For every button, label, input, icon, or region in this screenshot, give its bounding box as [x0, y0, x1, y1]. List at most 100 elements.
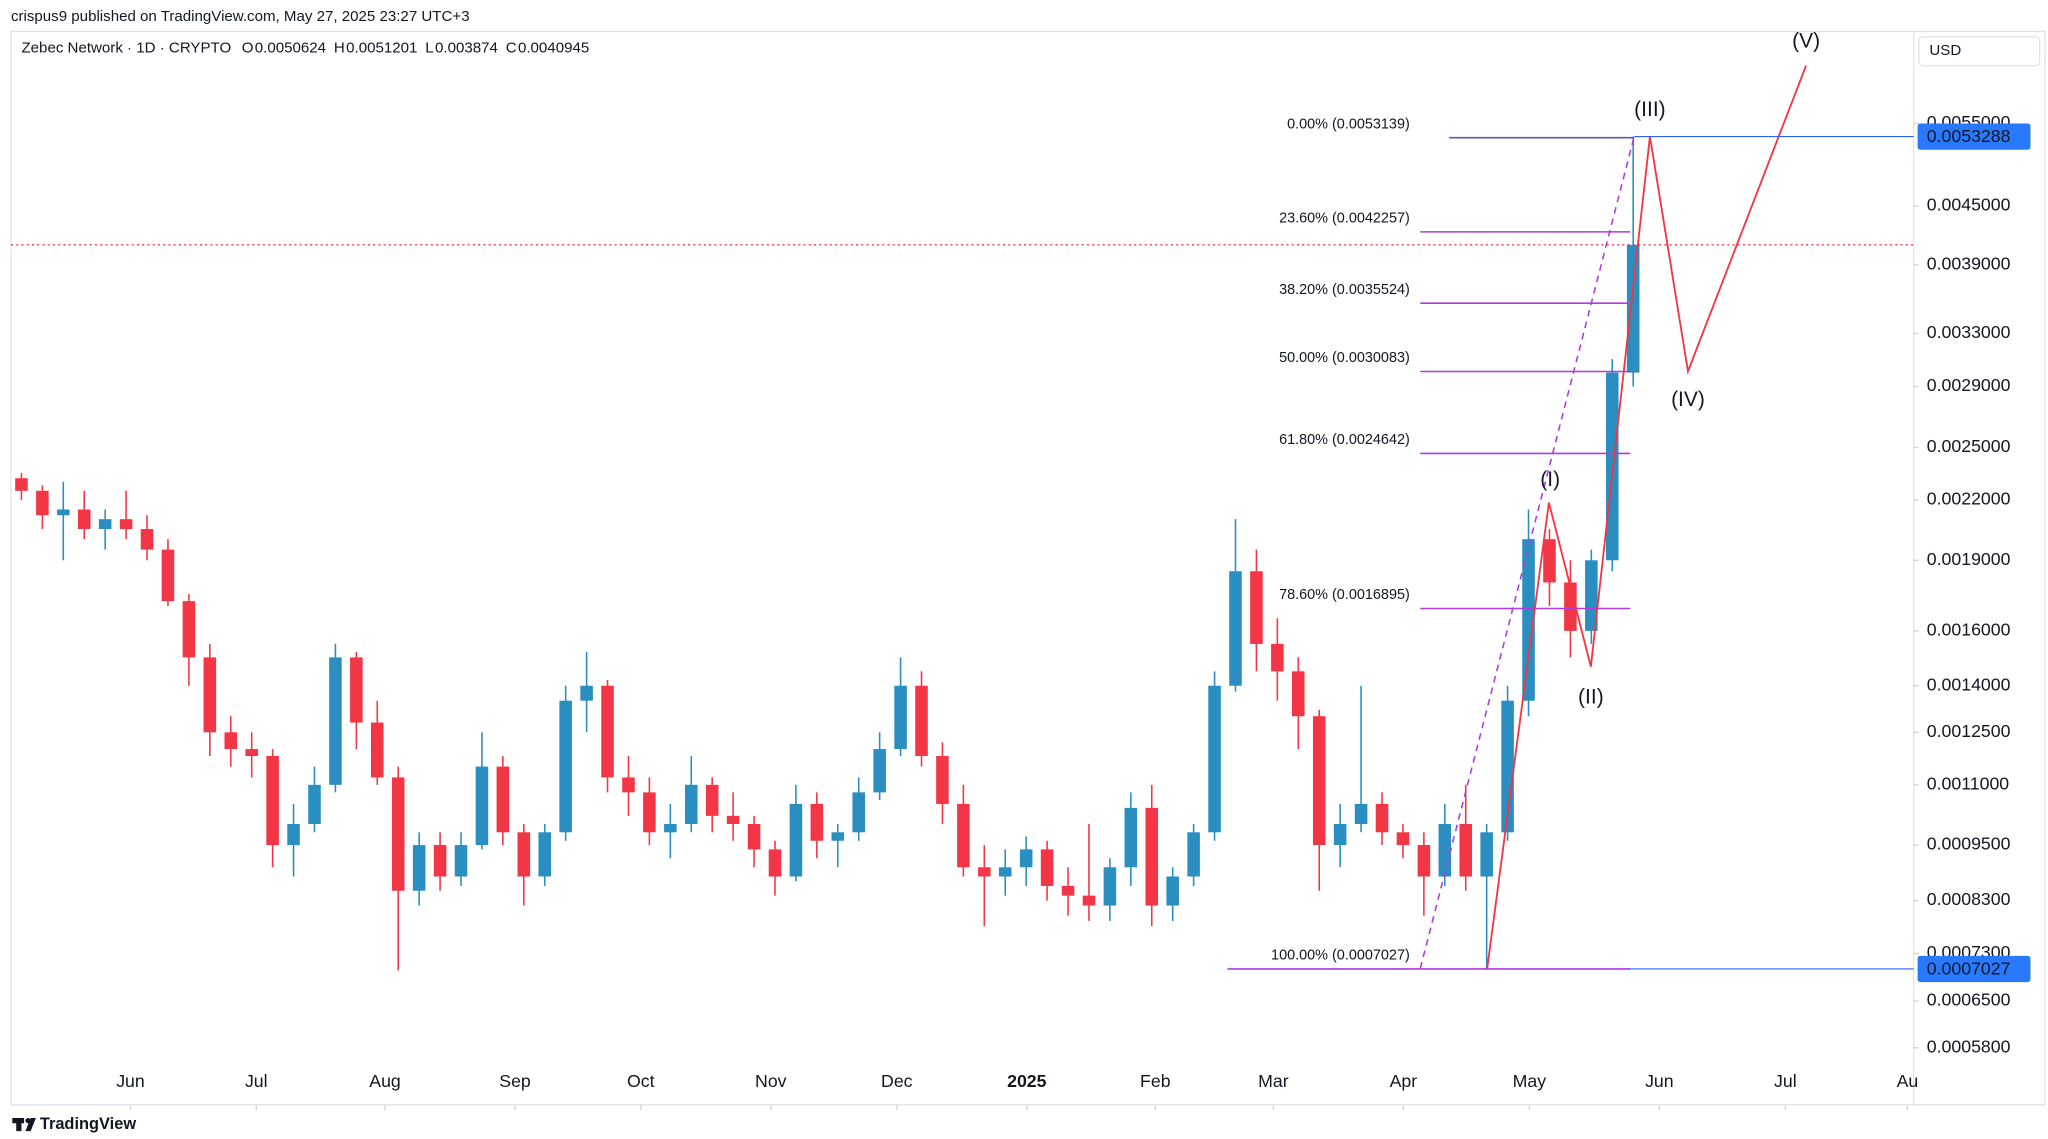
currency-box[interactable]	[1918, 36, 2041, 67]
candle-body	[57, 509, 70, 516]
x-tick-label: 2025	[1007, 1071, 1047, 1091]
candle-body	[15, 478, 28, 491]
x-tick-label: Jun	[1645, 1071, 1674, 1091]
candle-body	[538, 832, 552, 877]
ohlc-name: H	[334, 40, 345, 57]
candle-body	[1333, 823, 1347, 846]
candle-body	[1208, 685, 1221, 833]
x-tick-label: Dec	[881, 1071, 913, 1091]
candle-body	[1124, 807, 1138, 868]
candle-body	[140, 529, 154, 550]
candle-body	[1480, 832, 1493, 877]
candle-body	[475, 766, 489, 846]
candle-body	[1396, 832, 1410, 846]
x-tick-label: Au	[1897, 1071, 1919, 1091]
candle-body	[1585, 560, 1598, 631]
y-tick-label: 0.0006500	[1927, 990, 2011, 1010]
currency[interactable]: USD	[1929, 42, 1961, 59]
x-tick-label: Feb	[1140, 1071, 1171, 1091]
candle-body	[371, 722, 384, 778]
wave-label: (I)	[1540, 468, 1560, 491]
y-tick-label: 0.0009500	[1927, 834, 2011, 854]
candle-body	[1019, 849, 1033, 868]
candle-body	[1292, 671, 1305, 717]
x-tick-label: Jun	[116, 1071, 145, 1091]
y-tick-label: 0.0045000	[1927, 195, 2011, 215]
candle-body	[1271, 643, 1284, 672]
candle-body	[978, 867, 991, 877]
candle-body	[245, 749, 258, 756]
ohlc-value: 0.0051201	[346, 40, 417, 57]
candle-body	[1459, 823, 1473, 877]
ohlc-value: 0.0040945	[518, 40, 589, 57]
candle-body	[810, 803, 824, 841]
fib-label: 100.00% (0.0007027)	[1271, 948, 1410, 964]
candle-body	[622, 777, 635, 793]
candle-body	[1564, 582, 1577, 631]
candle-body	[161, 549, 175, 602]
x-tick-label: Sep	[499, 1071, 531, 1091]
candle-body	[350, 657, 363, 723]
candle-body	[664, 823, 677, 833]
y-tick-label: 0.0033000	[1927, 322, 2011, 342]
y-tick-label: 0.0016000	[1927, 620, 2011, 640]
candle-body	[915, 685, 928, 756]
y-tick-label: 0.0022000	[1927, 489, 2011, 509]
y-tick-label: 0.0012500	[1927, 721, 2011, 741]
fib-label: 78.60% (0.0016895)	[1279, 587, 1410, 603]
candle-body	[1417, 845, 1431, 877]
candle-body	[224, 732, 238, 750]
ticks: 0.00550000.00450000.00390000.00330000.00…	[116, 112, 2011, 1111]
candle-body	[1145, 807, 1159, 906]
candle-body	[391, 777, 405, 891]
candle-body	[36, 490, 49, 516]
candle-body	[287, 823, 300, 846]
candle-body	[266, 755, 279, 846]
candle-body	[1187, 832, 1200, 877]
x-tick-label: Jul	[245, 1071, 268, 1091]
fib-label: 38.20% (0.0035524)	[1279, 282, 1410, 298]
brand: TradingView	[40, 1115, 136, 1133]
candle-body	[894, 685, 907, 750]
candle-body	[119, 519, 133, 530]
elliott-wave-path	[1486, 65, 1807, 969]
candle-body	[1501, 700, 1514, 833]
candle-body	[873, 749, 886, 793]
candle-body	[601, 685, 614, 778]
candle-body	[643, 792, 656, 833]
y-tick-label: 0.0029000	[1927, 375, 2011, 395]
candle-body	[852, 792, 865, 833]
x-tick-label: May	[1513, 1071, 1547, 1091]
y-tick-label: 0.0014000	[1927, 674, 2011, 694]
candle-body	[768, 849, 782, 877]
candle-body	[1082, 895, 1096, 906]
fibonacci: 0.00% (0.0053139) 23.60% (0.0042257) 38.20…	[1227, 116, 1635, 970]
wave-label: (IV)	[1671, 388, 1705, 411]
candles	[15, 136, 1640, 971]
x-tick-label: Aug	[369, 1071, 401, 1091]
price-tag	[1917, 955, 2031, 983]
ohlc-name: O	[242, 40, 254, 57]
candle-body	[998, 867, 1012, 877]
candle-body	[1040, 849, 1054, 886]
candle-body	[77, 509, 91, 530]
candle-body	[517, 832, 531, 877]
x-tick-label: Mar	[1258, 1071, 1289, 1091]
candle-body	[684, 784, 698, 824]
y-tick-label: 0.0019000	[1927, 549, 2011, 569]
candle-body	[98, 519, 112, 530]
candle-body	[831, 832, 845, 841]
y-tick-label: 0.0005800	[1927, 1036, 2011, 1056]
candle-body	[1626, 244, 1640, 373]
ohlc-value: 0.0050624	[255, 40, 326, 57]
wave-label: (III)	[1634, 98, 1665, 121]
candle-body	[182, 601, 196, 658]
candle-body	[1061, 885, 1075, 896]
candle-body	[747, 823, 761, 850]
candle-body	[412, 845, 426, 891]
candle-body	[1375, 803, 1389, 833]
candle-body	[1354, 803, 1368, 824]
x-tick-label: Oct	[627, 1071, 655, 1091]
